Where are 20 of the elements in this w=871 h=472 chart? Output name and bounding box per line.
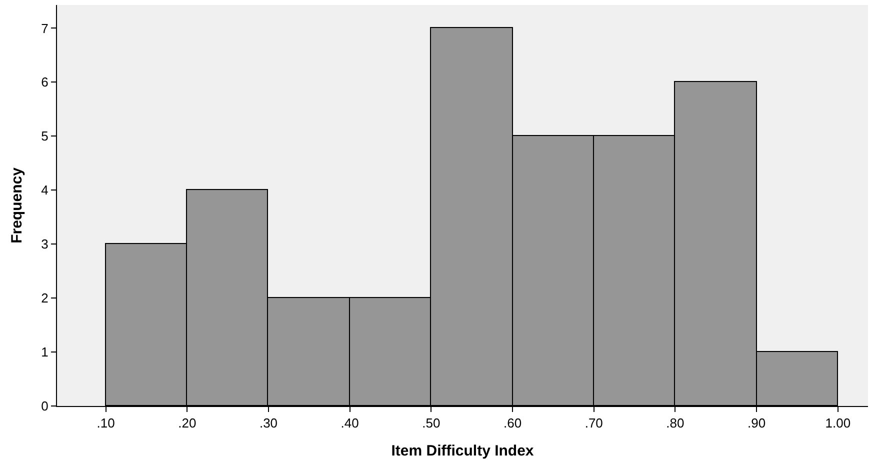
x-tick-label: .50 (422, 416, 440, 431)
y-tick-label: 2 (41, 290, 48, 306)
x-tick-label: .80 (666, 416, 684, 431)
y-tick-label: 0 (41, 398, 48, 414)
x-tick-label: 1.00 (825, 416, 851, 431)
x-tick-label: .60 (503, 416, 522, 431)
x-tick-label: .20 (178, 416, 196, 431)
x-axis-title: Item Difficulty Index (391, 442, 534, 460)
y-tick-label: 7 (41, 20, 48, 36)
x-tick-label: .40 (340, 416, 359, 431)
x-tick-label: .90 (748, 416, 766, 431)
y-tick-label: 6 (41, 74, 48, 90)
y-axis-title: Frequency (8, 166, 26, 244)
y-tick-label: 5 (41, 128, 48, 144)
y-tick-label: 4 (41, 182, 48, 198)
x-tick-label: .10 (96, 416, 115, 431)
y-tick-label: 1 (41, 344, 48, 360)
x-tick-label: .30 (259, 416, 278, 431)
y-tick-label: 3 (41, 236, 48, 252)
x-tick-label: .70 (584, 416, 603, 431)
